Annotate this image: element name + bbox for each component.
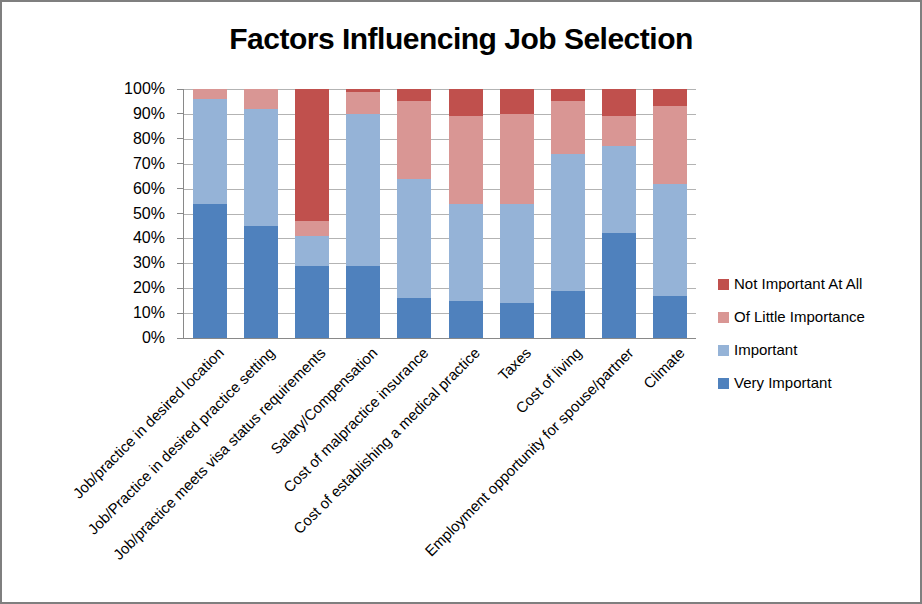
bar-segment-of-little-importance [193, 89, 227, 99]
legend-item-label: Important [734, 340, 797, 360]
bar-segment-very-important [602, 233, 636, 338]
y-axis-tick [177, 313, 183, 314]
y-axis-tick-label: 20% [105, 278, 165, 298]
bar-segment-important [653, 184, 687, 296]
y-axis-tick [177, 213, 183, 214]
bar-column [653, 89, 687, 338]
y-axis-tick-label: 60% [105, 179, 165, 199]
chart-title: Factors Influencing Job Selection [2, 22, 920, 56]
x-axis-category-label: Taxes [494, 344, 534, 384]
plot-area [183, 89, 696, 339]
bar-segment-not-important-at-all [295, 89, 329, 221]
bar-column [295, 89, 329, 338]
bar-segment-not-important-at-all [500, 89, 534, 114]
bar-segment-very-important [193, 204, 227, 338]
legend-swatch [718, 279, 729, 290]
y-axis-tick [177, 338, 183, 339]
x-axis-category-label: Cost of establishing a medical practice [290, 344, 484, 538]
bar-segment-important [193, 99, 227, 204]
bar-segment-very-important [244, 226, 278, 338]
bar-segment-not-important-at-all [602, 89, 636, 116]
bar-column [346, 89, 380, 338]
bar-segment-of-little-importance [551, 101, 585, 153]
y-axis-tick [177, 238, 183, 239]
bar-segment-not-important-at-all [397, 89, 431, 101]
legend-swatch [718, 345, 729, 356]
bar-segment-very-important [551, 291, 585, 338]
y-axis-tick [177, 163, 183, 164]
legend-item: Not Important At All [718, 274, 865, 294]
y-axis-tick [177, 188, 183, 189]
bar-segment-of-little-importance [602, 116, 636, 146]
y-axis-tick [177, 288, 183, 289]
y-axis-tick-label: 70% [105, 154, 165, 174]
legend: Not Important At All Of Little Importance… [718, 274, 865, 406]
x-axis-category-label: Job/Practice in desired practice setting [84, 344, 278, 538]
chart-frame: Factors Influencing Job Selection 100% 90… [0, 0, 922, 604]
bar-segment-important [602, 146, 636, 233]
y-axis-tick-label: 80% [105, 129, 165, 149]
bar-segment-important [500, 204, 534, 304]
bar-segment-important [295, 236, 329, 266]
legend-item: Of Little Importance [718, 307, 865, 327]
y-axis-tick-label: 0% [105, 328, 165, 348]
bar-column [551, 89, 585, 338]
x-axis-category-label: Climate [639, 344, 688, 393]
bar-segment-of-little-importance [449, 116, 483, 203]
bar-segment-very-important [653, 296, 687, 338]
bar-segment-not-important-at-all [551, 89, 585, 101]
bar-segment-of-little-importance [346, 92, 380, 114]
legend-item-label: Very Important [734, 373, 832, 393]
legend-item-label: Of Little Importance [734, 307, 865, 327]
bar-segment-of-little-importance [397, 101, 431, 178]
bar-segment-of-little-importance [500, 114, 534, 204]
bar-segment-important [449, 204, 483, 301]
bar-segment-of-little-importance [295, 221, 329, 236]
y-axis-tick [177, 89, 183, 90]
y-axis-tick-label: 30% [105, 253, 165, 273]
legend-item-label: Not Important At All [734, 274, 862, 294]
bar-segment-very-important [500, 303, 534, 338]
bar-segment-very-important [449, 301, 483, 338]
bar-segment-important [244, 109, 278, 226]
bar-column [397, 89, 431, 338]
legend-swatch [718, 312, 729, 323]
bar-column [449, 89, 483, 338]
bar-column [193, 89, 227, 338]
y-axis-tick-label: 40% [105, 228, 165, 248]
bar-column [244, 89, 278, 338]
bar-segment-not-important-at-all [449, 89, 483, 116]
bar-segment-very-important [346, 266, 380, 338]
bar-segment-important [551, 154, 585, 291]
bar-segment-of-little-importance [244, 89, 278, 109]
bar-segment-important [397, 179, 431, 299]
legend-swatch [718, 378, 729, 389]
bar-segment-very-important [397, 298, 431, 338]
bar-segment-not-important-at-all [653, 89, 687, 106]
bar-column [602, 89, 636, 338]
y-axis-tick-label: 100% [105, 79, 165, 99]
y-axis-tick [177, 263, 183, 264]
y-axis-tick [177, 113, 183, 114]
y-axis-tick-label: 10% [105, 303, 165, 323]
y-axis-tick-label: 50% [105, 204, 165, 224]
bar-column [500, 89, 534, 338]
legend-item: Very Important [718, 373, 865, 393]
y-axis-tick [177, 138, 183, 139]
legend-item: Important [718, 340, 865, 360]
bar-segment-of-little-importance [653, 106, 687, 183]
bar-segment-very-important [295, 266, 329, 338]
y-axis-tick-label: 90% [105, 104, 165, 124]
bar-segment-important [346, 114, 380, 266]
